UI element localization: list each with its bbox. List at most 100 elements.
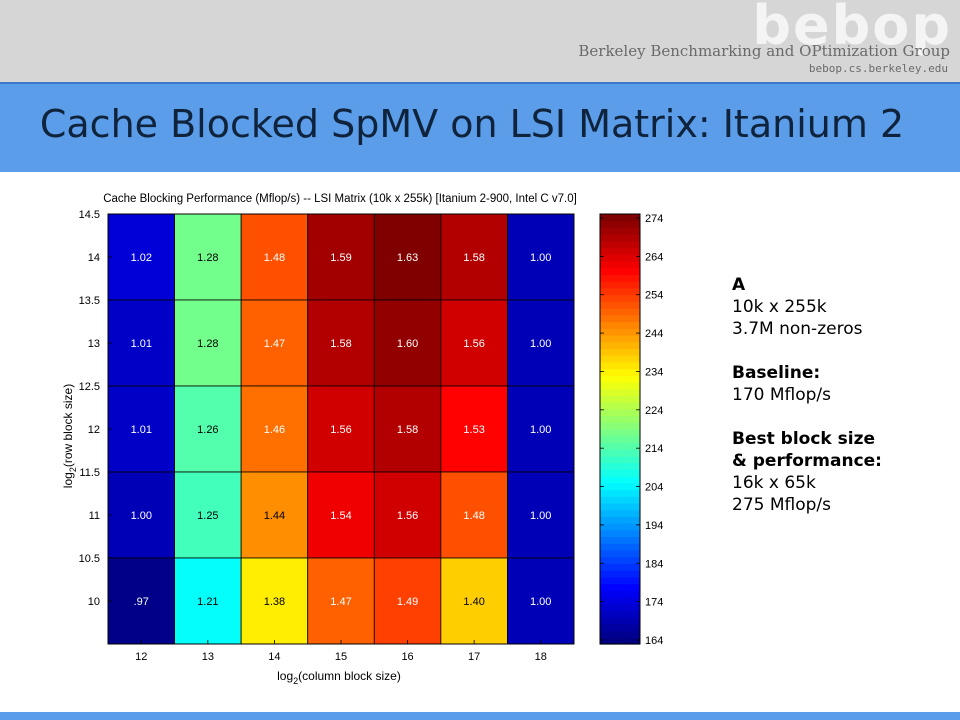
- header-band: bebop Berkeley Benchmarking and OPtimiza…: [0, 0, 960, 82]
- bebop-logo: bebop: [752, 0, 952, 57]
- colorbar-segment: [600, 529, 640, 538]
- colorbar-segment: [600, 429, 640, 437]
- colorbar-segment: [600, 590, 640, 598]
- heatmap-chart: Cache Blocking Performance (Mflop/s) -- …: [61, 193, 663, 686]
- colorbar-segment: [600, 261, 640, 269]
- heatmap-cell: [174, 385, 242, 473]
- slide-title: Cache Blocked SpMV on LSI Matrix: Itaniu…: [39, 102, 905, 146]
- colorbar-segment: [600, 596, 640, 605]
- colorbar-segment: [600, 321, 640, 329]
- colorbar-segment: [600, 395, 640, 403]
- colorbar-segment: [600, 341, 640, 349]
- y-tick-label: 13.5: [79, 295, 100, 307]
- bottom-bar: [0, 712, 960, 720]
- heatmap-cell: [107, 213, 175, 301]
- cell-label: 1.01: [131, 338, 152, 350]
- colorbar-tick-label: 174: [645, 597, 663, 609]
- baseline-value: 170 Mflop/s: [732, 385, 832, 405]
- heatmap-cell: [307, 557, 375, 645]
- y-tick-label: 11.5: [79, 467, 100, 479]
- colorbar-segment: [600, 402, 640, 410]
- colorbar-segment: [600, 375, 640, 383]
- heatmap-cell: [307, 471, 375, 559]
- cell-label: 1.47: [264, 338, 285, 350]
- heatmap-cell: [307, 385, 375, 473]
- y-tick-label: 10.5: [79, 553, 100, 565]
- matrix-dimensions: 10k x 255k: [732, 297, 827, 317]
- cell-label: 1.58: [397, 424, 418, 436]
- cell-label: 1.00: [131, 510, 152, 522]
- x-tick-label: 14: [268, 651, 280, 663]
- colorbar-frame: [599, 213, 641, 645]
- heatmap-cell: [507, 557, 575, 645]
- colorbar-tick-label: 274: [645, 213, 663, 225]
- cell-label: 1.60: [397, 338, 418, 350]
- colorbar-segment: [600, 308, 640, 316]
- colorbar-tick-label: 194: [645, 520, 663, 532]
- colorbar-tick-label: 224: [645, 405, 663, 417]
- cell-label: 1.46: [264, 424, 285, 436]
- x-tick-label: 16: [401, 651, 413, 663]
- colorbar-segment: [600, 220, 640, 229]
- colorbar-segment: [600, 254, 640, 262]
- colorbar-segment: [600, 489, 640, 497]
- heatmap-cell: [373, 557, 442, 645]
- colorbar-segment: [600, 462, 640, 470]
- x-tick-label: 18: [535, 651, 547, 663]
- colorbar-segment: [600, 415, 640, 423]
- heatmap-cell: [240, 557, 309, 645]
- x-tick-label: 15: [335, 651, 347, 663]
- cell-label: 1.48: [463, 510, 484, 522]
- colorbar-segment: [600, 435, 640, 444]
- colorbar-segment: [600, 610, 640, 618]
- cell-label: 1.02: [131, 252, 152, 264]
- colorbar-segment: [600, 247, 640, 255]
- cell-label: 1.47: [330, 596, 351, 608]
- matrix-label: A: [732, 275, 746, 295]
- heatmap-cell: [240, 385, 309, 473]
- colorbar-segment: [600, 368, 640, 376]
- cell-label: 1.63: [397, 252, 418, 264]
- org-url: bebop.cs.berkeley.edu: [808, 62, 948, 75]
- colorbar-segment: [600, 355, 640, 363]
- heatmap-cell: [507, 471, 575, 559]
- y-tick-label: 12.5: [79, 381, 100, 393]
- colorbar-segment: [600, 637, 640, 645]
- colorbar-segment: [600, 422, 640, 430]
- colorbar-tick-label: 254: [645, 290, 663, 302]
- colorbar-segment: [600, 274, 640, 282]
- colorbar-segment: [600, 563, 640, 571]
- colorbar-tick-label: 234: [645, 366, 663, 378]
- x-tick-label: 12: [135, 651, 147, 663]
- chart-title: Cache Blocking Performance (Mflop/s) -- …: [103, 193, 577, 205]
- heatmap-cell-labels: 1.02 1.28 1.48 1.59 1.63 1.58 1.00 1.01 1.28 1.47…: [131, 252, 552, 608]
- colorbar-segment: [600, 334, 640, 343]
- heatmap-cell: [373, 385, 442, 473]
- cell-label: 1.56: [330, 424, 351, 436]
- colorbar-segment: [600, 294, 640, 302]
- heatmap-cells: [107, 213, 575, 645]
- heatmap-cell: [440, 557, 508, 645]
- colorbar-segment: [600, 516, 640, 524]
- colorbar-segment: [600, 348, 640, 356]
- colorbar-segment: [600, 509, 640, 517]
- colorbar-tick-label: 184: [645, 558, 663, 570]
- colorbar-segment: [600, 617, 640, 625]
- best-label-2: & performance:: [732, 451, 882, 471]
- heatmap-cell: [507, 299, 575, 387]
- cell-label: .97: [134, 596, 149, 608]
- cell-label: 1.00: [530, 596, 551, 608]
- y-axis-ticks: 14.5 14 13.5 13 12.5 12 11.5 11 10.5 10: [79, 209, 112, 608]
- cell-label: 1.40: [463, 596, 484, 608]
- colorbar-segment: [600, 281, 640, 289]
- colorbar-segment: [600, 583, 640, 591]
- colorbar-segment: [600, 556, 640, 564]
- cell-label: 1.28: [197, 338, 218, 350]
- title-bar: Cache Blocked SpMV on LSI Matrix: Itaniu…: [0, 82, 960, 172]
- x-axis-ticks: 12 13 14 15 16 17 18: [135, 640, 547, 663]
- cell-label: 1.48: [264, 252, 285, 264]
- cell-label: 1.38: [264, 596, 285, 608]
- cell-label: 1.56: [463, 338, 484, 350]
- colorbar: 164 174 184 194 204 214 224 234 244 254 264 274: [599, 213, 663, 647]
- colorbar-segment: [600, 549, 640, 558]
